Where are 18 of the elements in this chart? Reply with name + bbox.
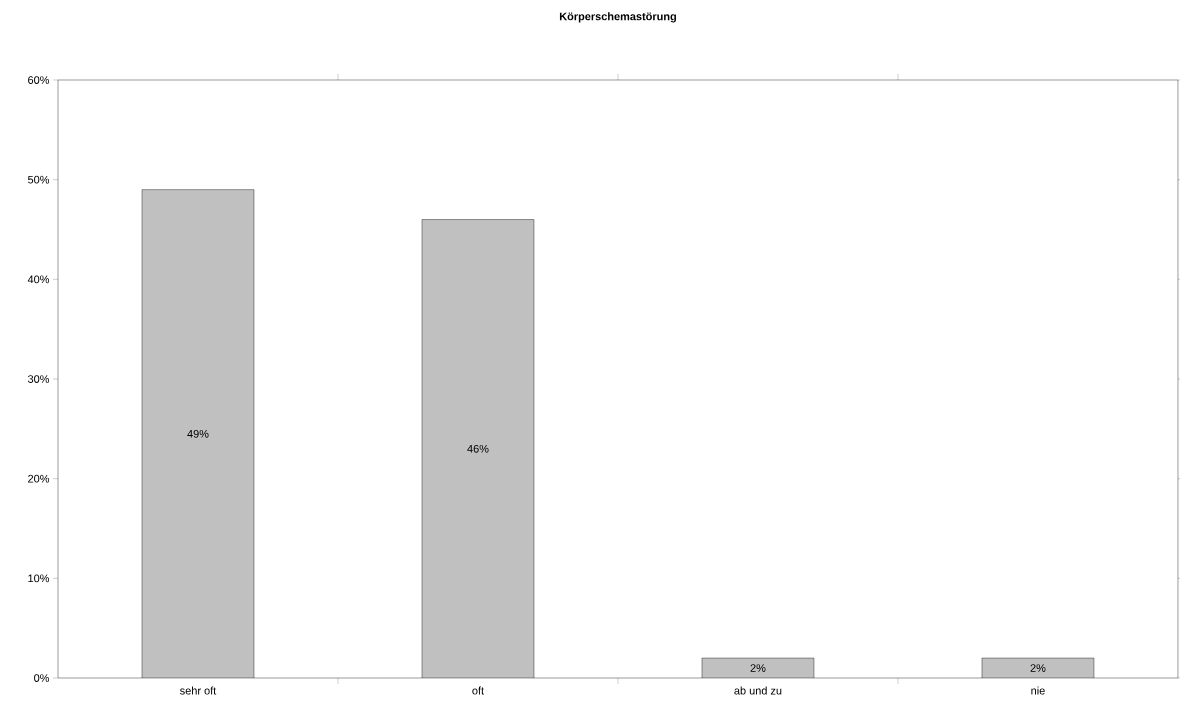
x-tick-label: sehr oft (180, 686, 217, 695)
y-tick-label: 0% (34, 674, 50, 682)
y-tick-label: 20% (28, 474, 50, 483)
x-tick-label: ab und zu (734, 686, 782, 695)
y-tick-label: 50% (27, 175, 50, 184)
data-label: 46% (467, 444, 489, 453)
data-label: 49% (187, 429, 209, 438)
data-label: 2% (750, 664, 766, 672)
y-tick-label: 10% (28, 574, 50, 583)
chart-title: Körperschemastörung (559, 12, 676, 23)
y-tick-label: 40% (27, 275, 50, 284)
bar (141, 189, 255, 678)
x-tick-label: oft (472, 686, 484, 695)
data-label: 2% (1030, 664, 1046, 672)
y-tick-label: 60% (28, 76, 50, 84)
y-tick-label: 30% (27, 375, 50, 383)
x-tick-label: nie (1031, 686, 1045, 695)
bar (421, 219, 535, 678)
